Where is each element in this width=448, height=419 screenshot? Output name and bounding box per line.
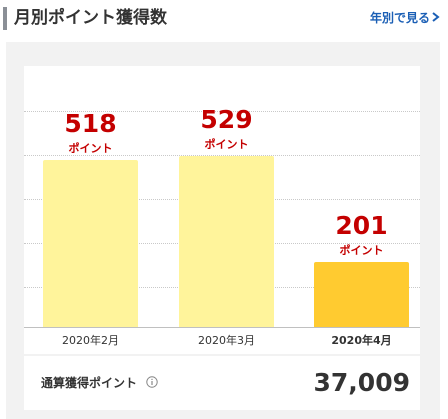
bar-1 — [43, 160, 138, 327]
total-points-value: 37,009 — [313, 368, 410, 397]
chevron-right-icon[interactable] — [430, 11, 442, 23]
bar-3 — [314, 262, 409, 327]
bar-value-label: 529 — [200, 105, 253, 134]
total-points-row: 通算獲得ポイント 37,009 — [24, 356, 420, 410]
month-tick-label: 2020年4月 — [331, 334, 392, 347]
gridline — [24, 155, 420, 156]
bar-unit-label: ポイント — [68, 142, 113, 155]
month-tick-label: 2020年3月 — [198, 334, 255, 347]
chart-baseline — [24, 327, 420, 328]
page-title: 月別ポイント獲得数 — [14, 8, 167, 28]
month-axis: 2020年2月 2020年3月 2020年4月 — [24, 328, 420, 354]
monthly-points-chart: 518 ポイント 529 ポイント 201 ポイント — [24, 66, 420, 328]
month-tick-label: 2020年2月 — [62, 334, 119, 347]
header-accent-bar — [3, 7, 7, 30]
bar-value-label: 518 — [64, 109, 117, 138]
total-points-label: 通算獲得ポイント — [41, 376, 138, 390]
bar-value-label: 201 — [335, 211, 388, 240]
info-circle-icon[interactable] — [146, 376, 158, 388]
bar-unit-label: ポイント — [204, 138, 249, 151]
gridline — [24, 111, 420, 112]
bar-unit-label: ポイント — [339, 244, 384, 257]
yearly-view-link[interactable]: 年別で見る — [369, 11, 430, 25]
bar-2 — [179, 156, 274, 327]
